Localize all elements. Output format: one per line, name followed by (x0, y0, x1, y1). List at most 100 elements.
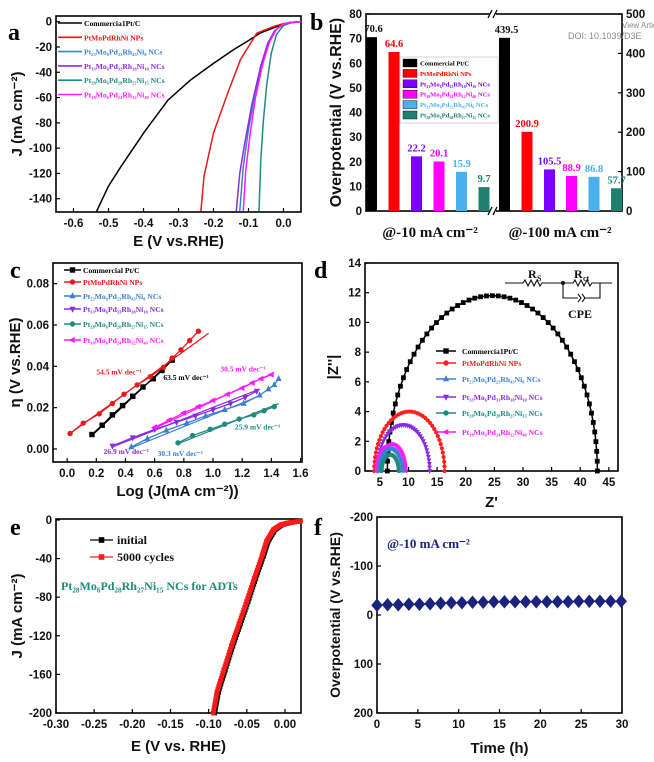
data-point (398, 383, 403, 389)
data-point (134, 382, 140, 388)
x-tick-label: 25 (488, 477, 501, 489)
y-tick-label: 0.06 (27, 320, 49, 332)
data-point (388, 428, 394, 434)
x-axis-title: E (V vs. RHE) (131, 738, 226, 755)
data-point (540, 315, 546, 320)
data-point (439, 446, 444, 451)
data-point (501, 294, 507, 300)
y-tick-label: 4 (355, 407, 362, 419)
data-point (96, 411, 102, 417)
data-point (423, 445, 429, 450)
plot-frame (52, 262, 303, 463)
bar (411, 156, 422, 211)
rs-label: R (528, 267, 537, 281)
y-axis-title: J (mA cm⁻²) (9, 574, 26, 659)
x-tick-label: -0.2 (204, 218, 224, 230)
data-point (194, 403, 201, 410)
bar-value-label: 9.7 (477, 174, 490, 185)
data-point (227, 401, 234, 408)
data-point (240, 399, 247, 406)
data-point (559, 337, 565, 343)
panel-label-d: d (314, 258, 328, 284)
tafel-slope-label: 26.9 mV dec⁻¹ (104, 447, 149, 456)
series-line (258, 20, 302, 212)
legend-marker (69, 292, 76, 299)
data-point (404, 367, 410, 372)
data-point (592, 429, 598, 435)
y-tick-label: 0.00 (27, 444, 49, 456)
data-point (147, 373, 153, 380)
x-tick-label: 15 (493, 719, 506, 731)
panel-a-series (95, 20, 302, 212)
data-point (395, 392, 401, 398)
right-y-tick-label: 200 (626, 127, 645, 139)
circuit-diagram (505, 278, 612, 303)
data-point (128, 443, 135, 450)
y-tick-label: -60 (35, 93, 52, 105)
y-tick-label: 2 (355, 436, 361, 448)
data-point (267, 371, 274, 378)
data-point (384, 468, 390, 474)
legend-label: Pt₂₈Mo₆Pd₂₈Rh₂₇Ni₁₅ NCs (462, 409, 543, 418)
data-point (429, 325, 434, 331)
x-tick-label: 1.2 (234, 468, 250, 480)
data-point (402, 468, 408, 474)
data-point (444, 310, 450, 316)
y-tick-label: 10 (348, 317, 361, 329)
right-y-tick-label: 100 (626, 167, 645, 179)
legend-swatch (402, 100, 418, 109)
data-point (373, 455, 378, 460)
legend-marker (68, 336, 75, 344)
y-tick-label: -200 (29, 708, 52, 720)
x-tick-label: 0 (374, 719, 380, 731)
series: 54.5 mV dec⁻¹ (67, 328, 209, 437)
data-point (416, 431, 422, 437)
rct-label: R (574, 267, 583, 281)
y-tick-label: 0 (355, 466, 361, 478)
data-point (380, 439, 386, 445)
bar (388, 51, 400, 211)
panel-label-e: e (10, 515, 21, 541)
data-point (396, 468, 401, 474)
y-tick-label: -120 (29, 168, 52, 180)
x-tick-label: 0.4 (117, 468, 134, 480)
legend-label: PtMoPdRhNi NPs (84, 33, 143, 42)
data-point (382, 426, 387, 432)
x-tick-label: -0.3 (169, 218, 189, 230)
data-point (422, 442, 428, 447)
nyquist-series (376, 445, 406, 473)
y-tick-label: -80 (35, 592, 52, 604)
x-tick-label: 20 (459, 477, 472, 489)
legend: Commercia1Pt/C PtMoPdRhNi NPs Pt₂₃Mo₆Pd₂₃R… (58, 19, 165, 100)
right-y-tick-label: 300 (626, 88, 645, 100)
data-point (378, 445, 384, 450)
data-point (275, 374, 282, 381)
panel-label-b: b (310, 10, 323, 36)
x-axis-title: Log (J(mA cm⁻²)) (116, 483, 238, 500)
legend-label: Pt₂₈Mo₆Pd₂₈Rh₂₇Ni₁₅ NCs (420, 113, 490, 120)
data-point (425, 454, 431, 460)
data-point (550, 325, 556, 331)
y-tick-label: 80 (349, 9, 362, 21)
data-point (427, 469, 433, 475)
legend-label: Pt₂₃Mo₆Pd₂₃Rh₄₃Ni₈ NCs (84, 48, 162, 57)
data-point (173, 419, 180, 426)
data-point (456, 595, 468, 610)
y-tick-label: 60 (349, 58, 362, 70)
bar (499, 37, 510, 211)
legend-label: PtMoPdRhNi NPs (420, 71, 472, 78)
data-point (400, 467, 406, 473)
data-point (401, 375, 406, 381)
data-point (207, 426, 213, 433)
data-point (89, 431, 95, 438)
legend-marker (443, 410, 449, 416)
data-point (175, 440, 181, 446)
data-point (390, 426, 396, 432)
data-point (593, 439, 599, 445)
axis-break-mark (487, 9, 498, 19)
panel-label-f: f (314, 515, 323, 541)
legend-marker (442, 428, 449, 436)
x-tick-label: 10 (452, 719, 465, 731)
series: 30.5 mV dec⁻¹ (150, 364, 275, 431)
